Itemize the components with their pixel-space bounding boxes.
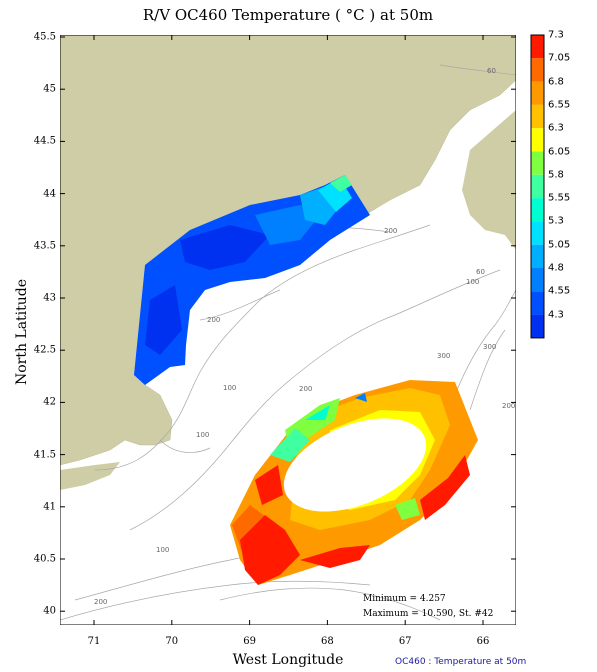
y-tick-label: 41 xyxy=(43,501,56,513)
colorbar-tick-label: 5.55 xyxy=(548,192,571,204)
gulf-of-maine-field xyxy=(134,175,370,385)
colorbar-tick-label: 5.3 xyxy=(548,215,564,227)
y-tick-label: 45.5 xyxy=(33,31,56,43)
contour-label: 200 xyxy=(207,316,220,324)
colorbar-tick-label: 4.55 xyxy=(548,285,571,297)
colorbar-tick-label: 6.05 xyxy=(548,146,571,157)
colorbar-swatch xyxy=(531,198,544,222)
colorbar-swatch xyxy=(531,268,544,292)
y-tick-label: 43.5 xyxy=(33,240,56,252)
colorbar-tick-label: 6.8 xyxy=(548,76,564,88)
y-tick-label: 43 xyxy=(43,292,56,304)
colorbar-swatch xyxy=(531,314,544,338)
contour-label: 200 xyxy=(384,227,397,235)
y-tick-label: 40 xyxy=(43,605,56,617)
contour-label: 300 xyxy=(483,343,496,351)
x-tick-label: 70 xyxy=(165,636,179,647)
x-tick-label: 69 xyxy=(243,636,256,647)
colorbar-swatch xyxy=(531,128,544,152)
colorbar-tick-label: 7.3 xyxy=(548,29,564,41)
colorbar-swatch xyxy=(531,58,544,82)
y-tick-label: 40.5 xyxy=(33,553,56,565)
colorbar-swatch xyxy=(531,244,544,268)
colorbar-swatch xyxy=(531,104,544,129)
x-axis-label: West Longitude xyxy=(232,652,344,668)
map-title: R/V OC460 Temperature ( °C ) at 50m xyxy=(142,6,434,24)
footer-caption: OC460 : Temperature at 50m xyxy=(395,657,527,667)
contour-label: 300 xyxy=(437,352,450,360)
contour-label: 60 xyxy=(487,67,496,75)
y-tick-label: 41.5 xyxy=(33,449,56,461)
colorbar-tick-label: 6.3 xyxy=(548,122,564,134)
colorbar-tick-label: 7.05 xyxy=(548,52,571,64)
colorbar-tick-label: 4.8 xyxy=(548,262,564,274)
y-tick-label: 44 xyxy=(43,188,56,200)
colorbar-tick-label: 5.05 xyxy=(548,239,571,251)
land-island xyxy=(60,462,120,490)
maximum-stat: Maximum = 10.590, St. #42 xyxy=(363,609,493,619)
land-east xyxy=(462,110,516,250)
colorbar-tick-label: 5.8 xyxy=(548,169,564,181)
colorbar-swatch xyxy=(531,151,544,175)
colorbar-swatch xyxy=(531,174,544,199)
colorbar-tick-label: 6.55 xyxy=(548,99,571,111)
contour-label: 100 xyxy=(156,546,169,554)
contour-label: 60 xyxy=(476,268,485,276)
colorbar xyxy=(530,34,545,339)
y-axis-label: North Latitude xyxy=(14,278,30,386)
x-tick-label: 68 xyxy=(321,636,334,647)
contour-label: 200 xyxy=(299,385,312,393)
contour-label: 200 xyxy=(502,402,515,410)
colorbar-swatch xyxy=(531,291,544,315)
x-tick-label: 66 xyxy=(476,636,490,647)
colorbar-border xyxy=(530,34,545,339)
contour-label: 100 xyxy=(223,384,236,392)
colorbar-tick-label: 4.3 xyxy=(548,309,564,321)
y-tick-label: 45 xyxy=(43,83,56,95)
contour-label: 200 xyxy=(94,598,107,606)
contour-label: 100 xyxy=(196,431,209,439)
minimum-stat: Minimum = 4.257 xyxy=(363,594,446,604)
y-tick-label: 42 xyxy=(43,396,56,408)
x-tick-label: 67 xyxy=(398,636,412,647)
colorbar-swatch xyxy=(531,81,544,105)
contour-label: 100 xyxy=(466,278,479,286)
y-tick-label: 44.5 xyxy=(33,135,56,147)
x-tick-label: 71 xyxy=(87,636,101,647)
y-tick-label: 42.5 xyxy=(33,344,56,356)
colorbar-swatch xyxy=(531,221,544,245)
colorbar-swatch xyxy=(531,35,544,59)
georges-bank-field xyxy=(230,380,478,585)
